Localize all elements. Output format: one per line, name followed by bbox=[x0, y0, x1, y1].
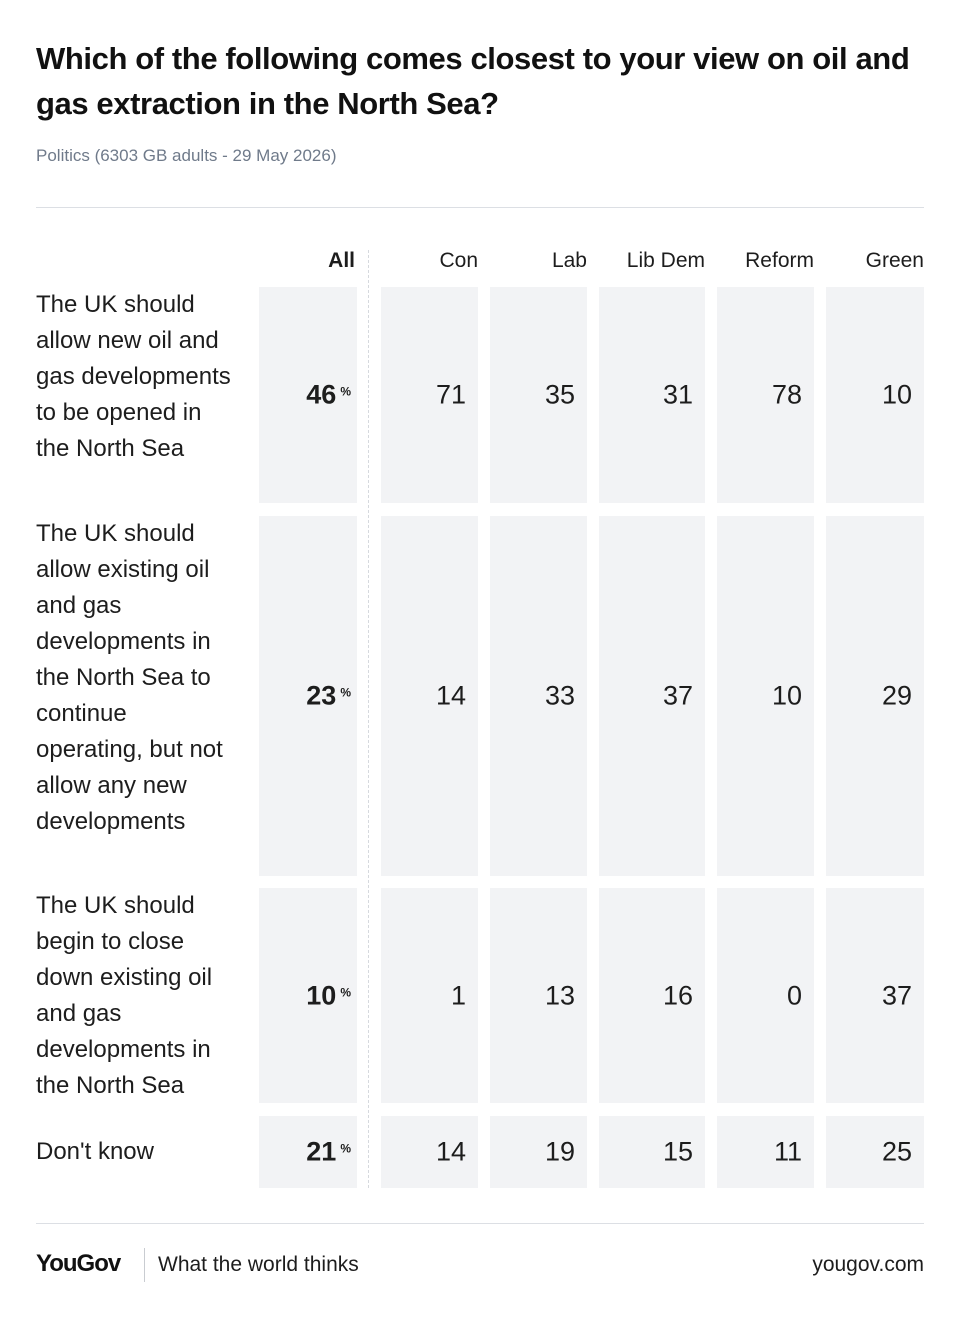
cell-lab: 13 bbox=[490, 888, 587, 1103]
bottom-divider bbox=[36, 1223, 924, 1224]
value-number: 37 bbox=[881, 980, 912, 1010]
cell-lib-dem: 37 bbox=[599, 516, 705, 876]
cell-value: 0 bbox=[787, 980, 802, 1011]
cell-all: 10% bbox=[259, 888, 357, 1103]
cell-value: 35 bbox=[545, 380, 575, 411]
value-number: 0 bbox=[786, 980, 802, 1010]
cell-value: 14 bbox=[436, 681, 466, 712]
cell-value: 21% bbox=[306, 1137, 351, 1168]
cell-reform: 11 bbox=[717, 1116, 814, 1188]
percent-sign: % bbox=[340, 1141, 351, 1156]
value-number: 13 bbox=[544, 980, 575, 1010]
chart-title: Which of the following comes closest to … bbox=[36, 41, 910, 121]
value-number: 14 bbox=[435, 680, 466, 711]
value-number: 11 bbox=[773, 1136, 802, 1167]
cell-value: 71 bbox=[436, 380, 466, 411]
cell-green: 25 bbox=[826, 1116, 924, 1188]
cell-lib-dem: 31 bbox=[599, 287, 705, 503]
column-header-con: Con bbox=[439, 249, 478, 272]
column-header-lab: Lab bbox=[551, 249, 587, 272]
value-number: 33 bbox=[544, 680, 575, 711]
cell-lab: 33 bbox=[490, 516, 587, 876]
cell-value: 29 bbox=[882, 681, 912, 712]
value-number: 21 bbox=[306, 1136, 337, 1167]
cell-value: 46% bbox=[306, 380, 351, 411]
column-header-reform: Reform bbox=[745, 249, 814, 272]
cell-value: 37 bbox=[882, 980, 912, 1011]
value-number: 71 bbox=[435, 379, 466, 410]
cell-value: 31 bbox=[663, 380, 693, 411]
cell-all: 21% bbox=[259, 1116, 357, 1188]
row-label: Don't know bbox=[36, 1138, 154, 1165]
cell-con: 14 bbox=[381, 1116, 478, 1188]
cell-lib-dem: 16 bbox=[599, 888, 705, 1103]
yougov-logo: YouGov bbox=[36, 1250, 121, 1277]
cell-value: 10 bbox=[772, 681, 802, 712]
cell-green: 10 bbox=[826, 287, 924, 503]
column-header-all: All bbox=[328, 249, 355, 272]
cell-reform: 10 bbox=[717, 516, 814, 876]
value-number: 37 bbox=[662, 680, 693, 711]
top-divider bbox=[36, 207, 924, 208]
cell-lab: 19 bbox=[490, 1116, 587, 1188]
chart-subtitle: Politics (6303 GB adults - 29 May 2026) bbox=[36, 146, 337, 165]
column-header-lib-dem: Lib Dem bbox=[626, 249, 705, 272]
cell-value: 33 bbox=[545, 681, 575, 712]
footer-separator bbox=[144, 1248, 145, 1282]
cell-value: 11 bbox=[774, 1137, 802, 1168]
cell-reform: 0 bbox=[717, 888, 814, 1103]
percent-sign: % bbox=[340, 685, 351, 700]
value-number: 10 bbox=[771, 680, 802, 711]
row-label: The UK should begin to close down existi… bbox=[36, 891, 213, 1099]
value-number: 78 bbox=[771, 379, 802, 410]
footer-tagline: What the world thinks bbox=[158, 1253, 359, 1276]
cell-value: 16 bbox=[663, 980, 693, 1011]
value-number: 1 bbox=[450, 980, 466, 1010]
cell-con: 1 bbox=[381, 888, 478, 1103]
value-number: 35 bbox=[544, 379, 575, 410]
percent-sign: % bbox=[340, 985, 351, 999]
value-number: 10 bbox=[306, 980, 337, 1010]
cell-value: 10% bbox=[306, 980, 351, 1011]
value-number: 15 bbox=[662, 1136, 693, 1167]
all-column-divider bbox=[368, 250, 369, 1188]
footer-site-link[interactable]: yougov.com bbox=[812, 1253, 924, 1276]
row-label: The UK should allow existing oil and gas… bbox=[36, 520, 223, 835]
cell-value: 13 bbox=[545, 980, 575, 1011]
value-number: 29 bbox=[881, 680, 912, 711]
cell-value: 15 bbox=[663, 1137, 693, 1168]
cell-value: 23% bbox=[306, 681, 351, 712]
row-label: The UK should allow new oil and gas deve… bbox=[36, 291, 231, 462]
cell-green: 37 bbox=[826, 888, 924, 1103]
cell-value: 78 bbox=[772, 380, 802, 411]
value-number: 46 bbox=[306, 379, 337, 410]
cell-con: 14 bbox=[381, 516, 478, 876]
value-number: 14 bbox=[435, 1136, 466, 1167]
cell-all: 23% bbox=[259, 516, 357, 876]
cell-reform: 78 bbox=[717, 287, 814, 503]
cell-lab: 35 bbox=[490, 287, 587, 503]
cell-con: 71 bbox=[381, 287, 478, 503]
cell-value: 25 bbox=[882, 1137, 912, 1168]
cell-value: 1 bbox=[451, 980, 466, 1011]
cell-value: 10 bbox=[882, 380, 912, 411]
value-number: 23 bbox=[306, 680, 337, 711]
cell-all: 46% bbox=[259, 287, 357, 503]
cell-value: 19 bbox=[545, 1137, 575, 1168]
column-header-green: Green bbox=[865, 249, 924, 272]
percent-sign: % bbox=[340, 384, 351, 399]
value-number: 19 bbox=[544, 1136, 575, 1167]
value-number: 10 bbox=[881, 379, 912, 410]
cell-green: 29 bbox=[826, 516, 924, 876]
cell-value: 14 bbox=[436, 1137, 466, 1168]
cell-lib-dem: 15 bbox=[599, 1116, 705, 1188]
cell-value: 37 bbox=[663, 681, 693, 712]
value-number: 16 bbox=[662, 980, 693, 1010]
value-number: 25 bbox=[881, 1136, 912, 1167]
value-number: 31 bbox=[662, 379, 693, 410]
